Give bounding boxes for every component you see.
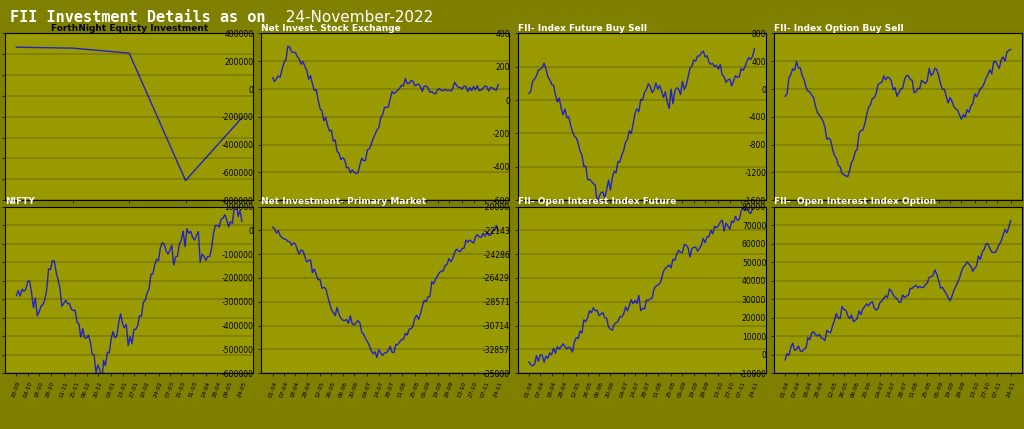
Text: Net Investment- Primary Market: Net Investment- Primary Market [261, 197, 427, 206]
Title: ForthNight Equicty Investment: ForthNight Equicty Investment [50, 24, 208, 33]
Text: FII- Index Future Buy Sell: FII- Index Future Buy Sell [517, 24, 646, 33]
Text: Net Invest. Stock Exchange: Net Invest. Stock Exchange [261, 24, 401, 33]
Text: 24-November-2022: 24-November-2022 [276, 10, 434, 25]
Text: FII- Index Option Buy Sell: FII- Index Option Buy Sell [774, 24, 903, 33]
Text: NIFTY: NIFTY [5, 197, 35, 206]
Text: FII-  Open Interest Index Option: FII- Open Interest Index Option [774, 197, 936, 206]
Text: FII Investment Details as on: FII Investment Details as on [10, 10, 266, 25]
Text: FII- Open Interest Index Future: FII- Open Interest Index Future [517, 197, 676, 206]
